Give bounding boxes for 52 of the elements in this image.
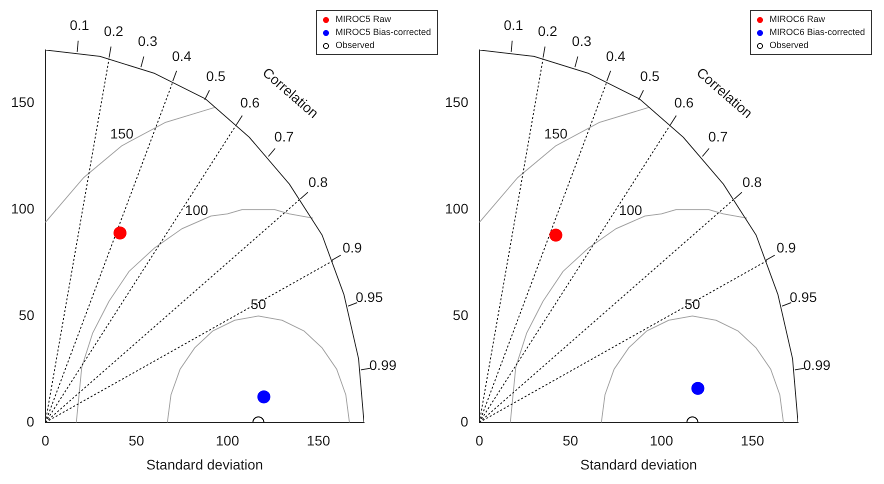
annotation: 0.7 [274,128,294,145]
annotation: 0.9 [342,240,362,256]
annotation: 0.95 [356,288,384,305]
x-tick-label: 100 [216,432,240,449]
annotation: 0.4 [606,48,626,64]
annotation: 0.8 [308,174,328,190]
x-tick-label: 50 [128,432,144,449]
x-tick-label: 150 [740,432,764,449]
annotation: 0.8 [742,174,762,190]
x-axis-title: Standard deviation [580,456,698,472]
annotation: 0.5 [640,68,660,84]
legend-label: MIROC5 Raw [335,13,391,26]
annotation: 0.7 [708,128,728,145]
y-tick-label: 50 [18,306,35,323]
text: 0.1 [504,16,524,33]
annotation: 0.4 [172,48,192,64]
legend-label: MIROC6 Raw [769,13,825,26]
text: 0.3 [572,33,592,50]
annotation: 0.6 [240,94,260,110]
series-label: 150 [544,126,568,142]
series-label: 100 [184,202,208,218]
legend-label: MIROC6 Bias-corrected [769,26,865,39]
y-tick-label: 0 [460,413,469,430]
x-tick-label: 0 [41,432,50,449]
x-tick-label: 50 [562,432,578,449]
series-label: 100 [618,202,642,218]
y-tick-label: 100 [11,200,35,216]
text: 0.1 [70,16,90,33]
legend-label: Observed [335,39,374,52]
text: 0.2 [538,22,558,39]
x-tick-label: 150 [306,432,330,449]
text: 0.99 [803,357,831,374]
legend-label: MIROC5 Bias-corrected [335,26,431,39]
x-tick-label: 100 [650,432,674,449]
y-tick-label: 150 [11,94,35,110]
annotation: 0.5 [206,68,226,84]
text: 0.3 [138,33,158,50]
annotation: 0.95 [790,288,818,305]
x-tick-label: 0 [475,432,484,449]
annotation: 0.9 [776,240,796,256]
legend-label: Observed [769,39,808,52]
text: 0.99 [369,357,397,374]
y-tick-label: 150 [445,94,469,110]
text: 0.2 [104,22,124,39]
y-tick-label: 0 [26,413,35,430]
series-label: 150 [110,126,134,142]
series-label: 50 [684,296,700,312]
y-tick-label: 50 [452,306,469,323]
y-tick-label: 100 [445,200,469,216]
x-axis-title: Standard deviation [146,456,264,472]
annotation: 0.6 [674,94,694,110]
series-label: 50 [250,296,266,312]
